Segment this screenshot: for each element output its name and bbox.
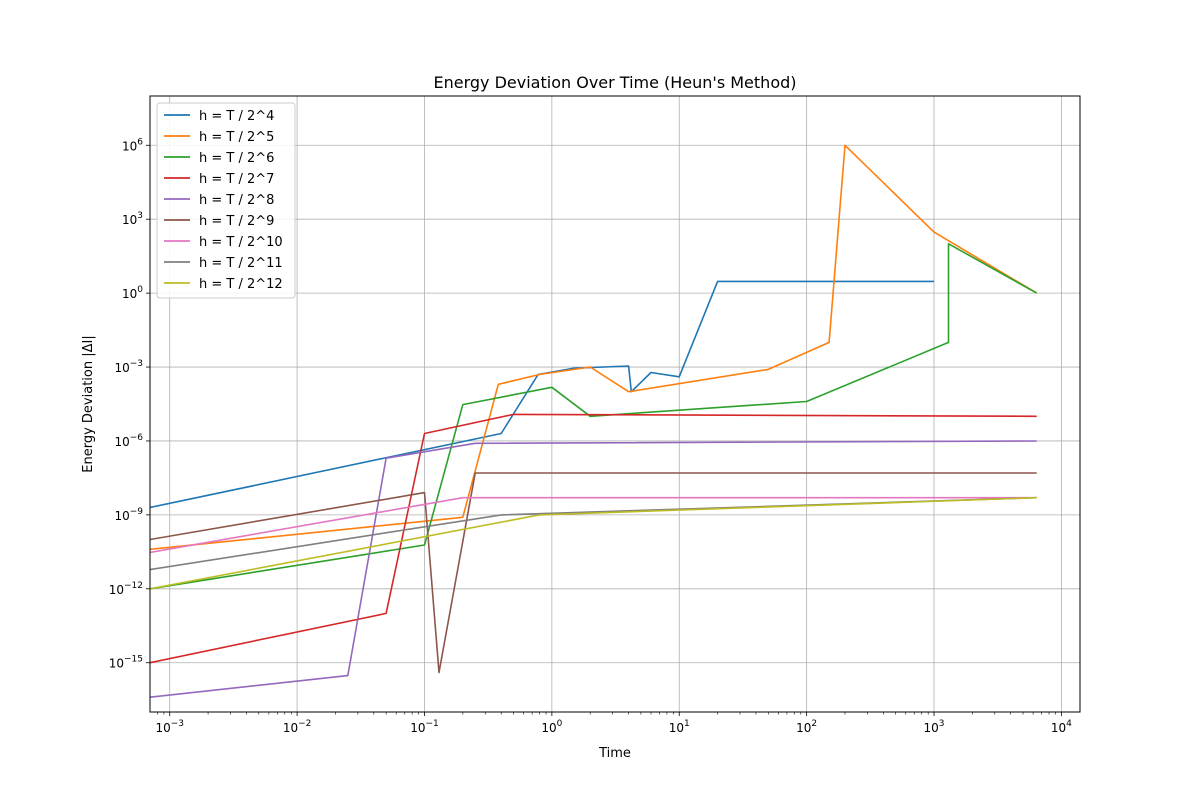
- legend-label: h = T / 2^4: [199, 109, 274, 124]
- legend-label: h = T / 2^11: [199, 256, 283, 271]
- legend: h = T / 2^4 h = T / 2^5 h = T / 2^6 h = T /…: [156, 102, 296, 299]
- y-tick-label: 10−12: [109, 581, 143, 597]
- plot-frame: [149, 95, 1081, 713]
- y-tick-label: 10−3: [114, 359, 143, 375]
- x-tick-label: 102: [796, 719, 817, 735]
- y-axis-label: Energy Deviation |ΔI|: [81, 335, 96, 472]
- x-tick-label: 10−3: [155, 719, 184, 735]
- series-line: [150, 243, 1038, 590]
- x-tick-label: 10−1: [410, 719, 439, 735]
- x-axis-label: Time: [598, 746, 631, 761]
- y-tick-label: 106: [122, 137, 143, 153]
- series-line: [150, 413, 1037, 664]
- y-tick-label: 103: [122, 211, 143, 227]
- series-line: [150, 144, 1038, 551]
- series-line: [150, 440, 1037, 698]
- legend-label: h = T / 2^5: [199, 130, 274, 145]
- legend-label: h = T / 2^7: [199, 172, 274, 187]
- ticks: 10−3 10−2 10−1 100 101 102 103 104 10−15 10−12 10−…: [109, 137, 1072, 735]
- y-tick-label: 10−9: [114, 507, 143, 523]
- series-line: [150, 496, 1037, 554]
- series-line: [150, 496, 1037, 590]
- legend-label: h = T / 2^6: [199, 151, 274, 166]
- x-tick-label: 101: [669, 719, 690, 735]
- x-tick-label: 100: [541, 719, 562, 735]
- legend-label: h = T / 2^10: [199, 235, 283, 250]
- chart-title: Energy Deviation Over Time (Heun's Metho…: [434, 73, 797, 92]
- series-layer: [150, 144, 1038, 698]
- x-tick-label: 103: [923, 719, 944, 735]
- series-line: [150, 472, 1037, 674]
- x-tick-label: 10−2: [283, 719, 312, 735]
- grid: [150, 96, 1080, 712]
- x-tick-label: 104: [1051, 719, 1072, 735]
- y-tick-label: 10−6: [114, 433, 143, 449]
- y-tick-label: 100: [122, 285, 143, 301]
- legend-box: [156, 102, 296, 299]
- legend-label: h = T / 2^9: [199, 214, 274, 229]
- legend-label: h = T / 2^12: [199, 277, 283, 292]
- legend-label: h = T / 2^8: [199, 193, 274, 208]
- y-tick-label: 10−15: [109, 655, 143, 671]
